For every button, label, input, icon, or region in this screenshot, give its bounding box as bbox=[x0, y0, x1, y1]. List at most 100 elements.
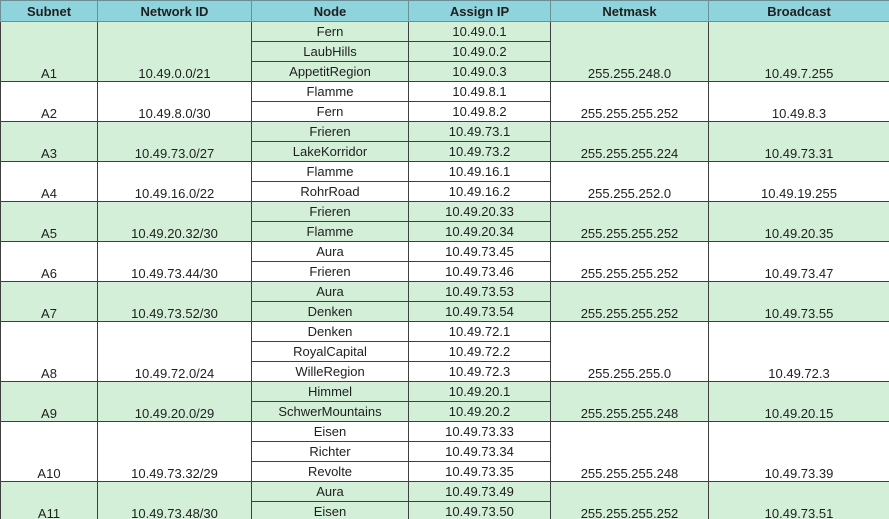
assign-ip-cell: 10.49.73.35 bbox=[408, 461, 551, 482]
network-id-cell: 10.49.73.48/30 bbox=[97, 481, 252, 519]
assign-ip-cell: 10.49.73.33 bbox=[408, 421, 551, 442]
header-node: Node bbox=[251, 0, 409, 22]
netmask-cell: 255.255.255.252 bbox=[550, 241, 709, 282]
assign-ip-cell: 10.49.73.54 bbox=[408, 301, 551, 322]
table-row: RohrRoad 10.49.16.2 bbox=[1, 181, 889, 202]
table-row: A5 10.49.20.32/30 Frieren 10.49.20.33 255.25… bbox=[0, 201, 889, 242]
table-row: RoyalCapital 10.49.72.2 bbox=[1, 341, 889, 362]
table-row: LakeKorridor 10.49.73.2 bbox=[1, 141, 889, 162]
node-cell: AppetitRegion bbox=[251, 61, 409, 82]
table-row: A6 10.49.73.44/30 Aura 10.49.73.45 255.255.2… bbox=[0, 241, 889, 282]
node-cell: Eisen bbox=[251, 421, 409, 442]
assign-ip-cell: 10.49.0.1 bbox=[408, 21, 551, 42]
network-id-cell: 10.49.20.32/30 bbox=[97, 201, 252, 242]
assign-ip-cell: 10.49.8.2 bbox=[408, 101, 551, 122]
header-row: Subnet Network ID Node Assign IP Netmask… bbox=[0, 0, 889, 22]
subnet-cell: A2 bbox=[0, 81, 98, 122]
assign-ip-cell: 10.49.16.1 bbox=[408, 161, 551, 182]
netmask-cell: 255.255.255.0 bbox=[550, 321, 709, 382]
table-row: WilleRegion 10.49.72.3 bbox=[1, 361, 889, 382]
network-id-cell: 10.49.73.0/27 bbox=[97, 121, 252, 162]
assign-ip-cell: 10.49.72.2 bbox=[408, 341, 551, 362]
table-row: LaubHills 10.49.0.2 bbox=[1, 41, 889, 62]
broadcast-cell: 10.49.8.3 bbox=[708, 81, 889, 122]
assign-ip-cell: 10.49.73.46 bbox=[408, 261, 551, 282]
node-cell: Eisen bbox=[251, 501, 409, 519]
table-row: A11 10.49.73.48/30 Aura 10.49.73.49 255.255.… bbox=[0, 481, 889, 519]
table-row: A8 10.49.72.0/24 Denken 10.49.72.1 255.255.2… bbox=[0, 321, 889, 382]
subnet-cell: A9 bbox=[0, 381, 98, 422]
node-cell: RohrRoad bbox=[251, 181, 409, 202]
node-cell: Aura bbox=[251, 481, 409, 502]
table-row: Flamme 10.49.20.34 bbox=[1, 221, 889, 242]
node-cell: Himmel bbox=[251, 381, 409, 402]
subnet-cell: A4 bbox=[0, 161, 98, 202]
network-id-cell: 10.49.73.52/30 bbox=[97, 281, 252, 322]
header-subnet: Subnet bbox=[0, 0, 98, 22]
subnet-cell: A5 bbox=[0, 201, 98, 242]
broadcast-cell: 10.49.20.35 bbox=[708, 201, 889, 242]
node-cell: LaubHills bbox=[251, 41, 409, 62]
node-cell: Flamme bbox=[251, 81, 409, 102]
subnet-cell: A1 bbox=[0, 21, 98, 82]
assign-ip-cell: 10.49.16.2 bbox=[408, 181, 551, 202]
header-netmask: Netmask bbox=[550, 0, 709, 22]
table-row: Eisen 10.49.73.50 bbox=[1, 501, 889, 519]
netmask-cell: 255.255.255.252 bbox=[550, 201, 709, 242]
broadcast-cell: 10.49.73.47 bbox=[708, 241, 889, 282]
table-row: A2 10.49.8.0/30 Flamme 10.49.8.1 255.255.255… bbox=[0, 81, 889, 122]
subnet-cell: A8 bbox=[0, 321, 98, 382]
table-row: Denken 10.49.73.54 bbox=[1, 301, 889, 322]
assign-ip-cell: 10.49.20.1 bbox=[408, 381, 551, 402]
table-row: A10 10.49.73.32/29 Eisen 10.49.73.33 255.255… bbox=[0, 421, 889, 482]
table-body: A1 10.49.0.0/21 Fern 10.49.0.1 255.255.248.0… bbox=[0, 21, 889, 519]
assign-ip-cell: 10.49.73.53 bbox=[408, 281, 551, 302]
netmask-cell: 255.255.252.0 bbox=[550, 161, 709, 202]
table-row: AppetitRegion 10.49.0.3 bbox=[1, 61, 889, 82]
netmask-cell: 255.255.255.248 bbox=[550, 421, 709, 482]
broadcast-cell: 10.49.19.255 bbox=[708, 161, 889, 202]
subnet-cell: A11 bbox=[0, 481, 98, 519]
network-id-cell: 10.49.73.44/30 bbox=[97, 241, 252, 282]
node-cell: Frieren bbox=[251, 121, 409, 142]
assign-ip-cell: 10.49.73.34 bbox=[408, 441, 551, 462]
assign-ip-cell: 10.49.0.2 bbox=[408, 41, 551, 62]
subnet-cell: A7 bbox=[0, 281, 98, 322]
assign-ip-cell: 10.49.73.45 bbox=[408, 241, 551, 262]
table-row: Revolte 10.49.73.35 bbox=[1, 461, 889, 482]
network-id-cell: 10.49.73.32/29 bbox=[97, 421, 252, 482]
node-cell: Richter bbox=[251, 441, 409, 462]
assign-ip-cell: 10.49.8.1 bbox=[408, 81, 551, 102]
network-id-cell: 10.49.8.0/30 bbox=[97, 81, 252, 122]
node-cell: WilleRegion bbox=[251, 361, 409, 382]
broadcast-cell: 10.49.73.31 bbox=[708, 121, 889, 162]
node-cell: RoyalCapital bbox=[251, 341, 409, 362]
table-row: A1 10.49.0.0/21 Fern 10.49.0.1 255.255.248.0… bbox=[0, 21, 889, 82]
assign-ip-cell: 10.49.20.33 bbox=[408, 201, 551, 222]
node-cell: Flamme bbox=[251, 221, 409, 242]
assign-ip-cell: 10.49.20.2 bbox=[408, 401, 551, 422]
assign-ip-cell: 10.49.72.1 bbox=[408, 321, 551, 342]
assign-ip-cell: 10.49.20.34 bbox=[408, 221, 551, 242]
header-network-id: Network ID bbox=[97, 0, 252, 22]
assign-ip-cell: 10.49.0.3 bbox=[408, 61, 551, 82]
table-row: Fern 10.49.8.2 bbox=[1, 101, 889, 122]
broadcast-cell: 10.49.7.255 bbox=[708, 21, 889, 82]
network-id-cell: 10.49.16.0/22 bbox=[97, 161, 252, 202]
broadcast-cell: 10.49.20.15 bbox=[708, 381, 889, 422]
assign-ip-cell: 10.49.73.1 bbox=[408, 121, 551, 142]
node-cell: Frieren bbox=[251, 261, 409, 282]
node-cell: Denken bbox=[251, 301, 409, 322]
table-row: A7 10.49.73.52/30 Aura 10.49.73.53 255.255.2… bbox=[0, 281, 889, 322]
table-row: A4 10.49.16.0/22 Flamme 10.49.16.1 255.255.2… bbox=[0, 161, 889, 202]
node-cell: Flamme bbox=[251, 161, 409, 182]
network-id-cell: 10.49.0.0/21 bbox=[97, 21, 252, 82]
network-id-cell: 10.49.20.0/29 bbox=[97, 381, 252, 422]
subnet-cell: A3 bbox=[0, 121, 98, 162]
node-cell: Aura bbox=[251, 281, 409, 302]
netmask-cell: 255.255.255.252 bbox=[550, 481, 709, 519]
broadcast-cell: 10.49.73.39 bbox=[708, 421, 889, 482]
table-row: A9 10.49.20.0/29 Himmel 10.49.20.1 255.255.2… bbox=[0, 381, 889, 422]
assign-ip-cell: 10.49.73.50 bbox=[408, 501, 551, 519]
